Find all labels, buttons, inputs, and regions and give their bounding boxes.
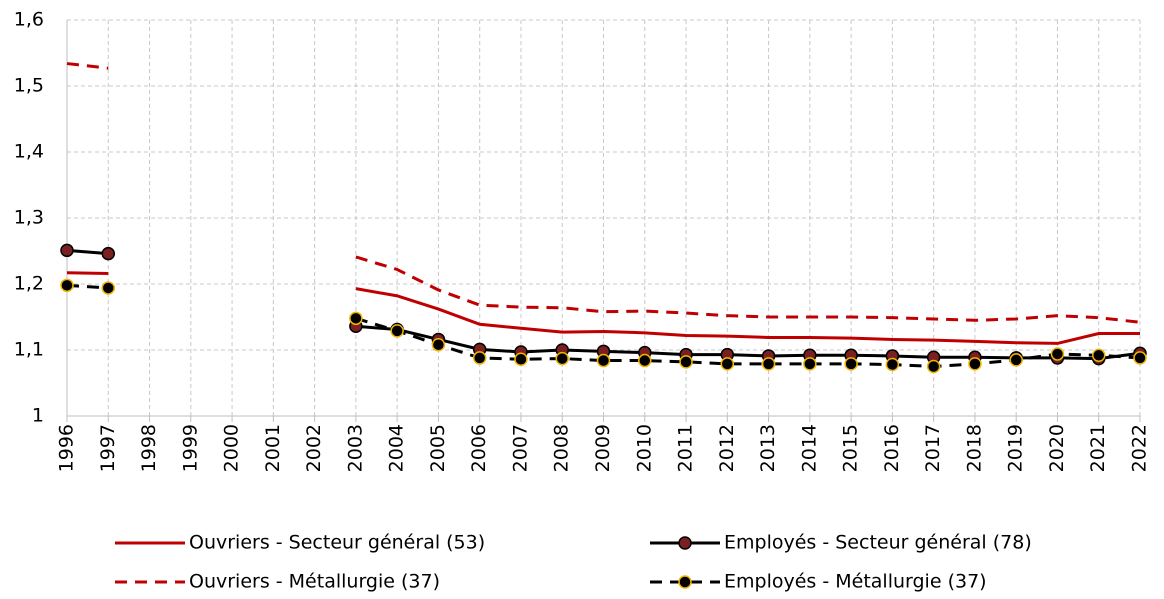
x-tick-label: 2007 [509,424,531,472]
x-tick-label: 2009 [592,424,614,472]
point [101,281,116,295]
series-line [66,271,1140,345]
x-tick-label: 1997 [97,424,119,472]
point [1009,353,1023,367]
x-tick-label: 2001 [262,424,284,472]
point [349,311,363,326]
legend-label: Ouvriers - Métallurgie (37) [189,571,440,593]
x-tick-label: 2019 [1005,424,1027,472]
x-tick-label: 1996 [56,424,78,472]
x-tick-label: 2006 [468,424,490,472]
x-tick-label: 2000 [221,424,243,472]
y-tick-label: 1,4 [14,141,44,163]
x-tick-label: 2008 [551,424,573,472]
x-tick-label: 2003 [344,424,366,472]
point [101,246,116,261]
point [431,337,446,352]
x-tick-label: 2018 [963,424,985,472]
point [1050,347,1065,361]
point [596,353,611,368]
legend-marker [678,575,692,589]
x-tick-label: 1998 [138,424,160,472]
point [390,324,404,338]
series-line [66,62,1141,324]
point [679,355,693,369]
point [638,353,652,368]
x-tick-label: 2002 [303,424,325,472]
y-tick-label: 1 [32,405,44,427]
point [514,352,528,366]
x-tick-label: 2020 [1046,424,1068,472]
point [926,359,941,374]
point [555,351,569,366]
x-tick-label: 2012 [716,424,738,472]
point [60,243,74,258]
x-tick-label: 2016 [881,424,903,472]
point [844,357,858,371]
x-tick-label: 2021 [1087,424,1109,472]
series-line [66,248,1141,361]
y-tick-label: 1,5 [14,75,44,97]
point [803,357,817,371]
point [968,357,982,371]
point [885,357,900,372]
x-tick-label: 2015 [840,424,862,472]
point [1133,351,1147,365]
legend-marker [678,536,692,550]
series-line [66,283,1141,369]
point [720,357,735,371]
point [60,278,74,293]
y-tick-label: 1,6 [14,9,44,31]
y-tick-label: 1,2 [14,273,44,295]
x-tick-label: 2011 [675,424,697,472]
point [1091,348,1106,363]
x-tick-label: 2017 [922,424,944,472]
legend-label: Ouvriers - Secteur général (53) [189,532,485,554]
x-tick-label: 2013 [757,424,779,472]
legend-label: Employés - Métallurgie (37) [724,571,987,593]
legend-label: Employés - Secteur général (78) [724,532,1032,554]
x-tick-label: 2022 [1129,424,1151,472]
x-tick-label: 2014 [798,424,820,472]
point [472,351,487,365]
y-tick-label: 1,1 [14,339,44,361]
x-tick-label: 2010 [633,424,655,472]
y-tick-label: 1,3 [14,207,44,229]
x-tick-label: 1999 [179,424,201,472]
x-tick-label: 2005 [427,424,449,472]
point [761,357,776,371]
x-tick-label: 2004 [386,424,408,472]
